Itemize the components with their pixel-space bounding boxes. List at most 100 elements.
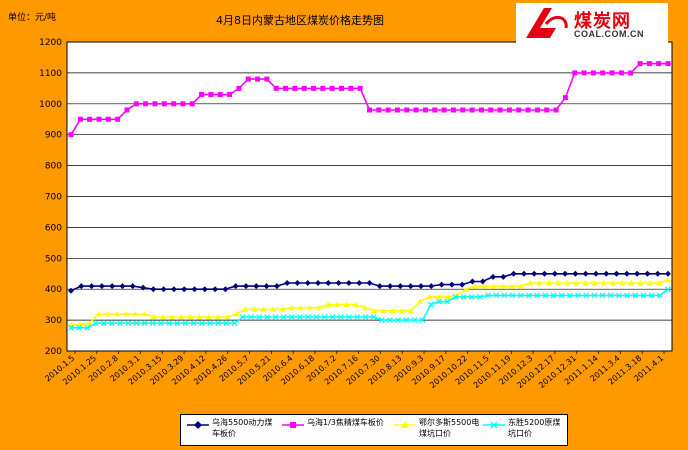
data-point — [76, 324, 83, 331]
data-point — [201, 286, 208, 293]
data-point — [385, 107, 391, 113]
data-point — [404, 107, 410, 113]
data-point — [603, 270, 610, 277]
data-point — [468, 294, 475, 300]
data-point — [191, 286, 198, 293]
data-point — [273, 283, 280, 290]
data-point — [490, 273, 497, 280]
data-point — [280, 314, 287, 320]
data-point — [159, 314, 166, 320]
data-point — [158, 320, 164, 327]
data-point — [247, 314, 254, 320]
data-point — [150, 314, 157, 320]
data-point — [242, 306, 249, 312]
data-point — [591, 280, 598, 286]
data-point — [231, 320, 238, 327]
legend-swatch-square — [282, 422, 304, 428]
data-point — [403, 317, 410, 324]
data-point — [124, 107, 130, 113]
coal-net-logo[interactable]: 煤炭网 COAL.COM.CN — [516, 3, 668, 45]
logo-domain-text: COAL.COM.CN — [574, 29, 644, 39]
data-point — [553, 107, 559, 113]
data-point — [187, 314, 194, 320]
data-point — [264, 314, 271, 320]
y-tick-label: 400 — [45, 285, 62, 295]
legend-item-ordos-5500: 鄂尔多斯5500电煤坑口价 — [394, 417, 482, 443]
data-point — [256, 314, 263, 320]
data-point — [395, 317, 402, 324]
data-point — [170, 286, 177, 293]
data-point — [575, 292, 581, 299]
data-point — [583, 292, 590, 299]
data-point — [428, 283, 435, 290]
data-point — [407, 307, 414, 314]
data-point — [389, 307, 396, 314]
data-point — [370, 314, 377, 320]
data-point — [117, 320, 123, 327]
data-point — [311, 85, 317, 91]
data-point — [637, 61, 643, 67]
data-point — [542, 292, 549, 299]
y-tick-label: 800 — [45, 162, 62, 172]
data-point — [648, 292, 655, 299]
data-point — [441, 107, 447, 113]
y-tick-label: 200 — [45, 347, 62, 357]
data-point — [462, 286, 469, 292]
data-point — [417, 283, 424, 290]
data-point — [600, 280, 607, 286]
data-point — [255, 76, 261, 82]
data-point — [460, 107, 466, 113]
data-point — [263, 283, 270, 290]
data-point — [297, 304, 304, 311]
data-point — [292, 85, 298, 91]
data-point — [150, 286, 157, 293]
data-point — [356, 280, 363, 287]
data-point — [499, 283, 506, 289]
data-point — [640, 292, 647, 299]
data-point — [205, 314, 212, 320]
data-point — [591, 292, 598, 299]
data-point — [506, 107, 512, 113]
data-point — [339, 85, 345, 91]
data-point — [665, 276, 671, 283]
data-point — [582, 270, 589, 277]
data-point — [182, 320, 189, 327]
data-point — [531, 270, 538, 277]
data-point — [609, 280, 616, 286]
data-point — [613, 270, 620, 277]
data-point — [329, 314, 336, 320]
data-point — [181, 286, 188, 293]
data-point — [98, 283, 105, 290]
data-point — [592, 270, 599, 277]
data-point — [132, 310, 139, 317]
data-point — [618, 70, 624, 76]
data-point — [435, 293, 442, 300]
data-point — [656, 61, 662, 67]
data-point — [104, 310, 111, 317]
data-point — [96, 116, 102, 122]
data-point — [481, 283, 488, 289]
data-point — [600, 70, 606, 76]
data-point — [438, 281, 445, 288]
data-point — [199, 92, 205, 98]
data-point — [86, 320, 93, 326]
data-point — [501, 292, 508, 299]
data-point — [526, 292, 532, 299]
data-point — [161, 101, 167, 107]
data-point — [448, 281, 455, 288]
data-point — [253, 283, 260, 290]
data-point — [115, 116, 121, 122]
data-point — [334, 301, 341, 308]
data-point — [490, 283, 497, 289]
data-point — [180, 101, 186, 107]
data-point — [315, 280, 322, 287]
data-point — [541, 270, 548, 277]
data-point — [619, 280, 626, 286]
data-point — [283, 85, 289, 91]
data-point — [348, 85, 354, 91]
data-point — [68, 132, 74, 138]
data-point — [236, 85, 242, 91]
data-point — [87, 116, 93, 122]
data-point — [325, 301, 332, 308]
